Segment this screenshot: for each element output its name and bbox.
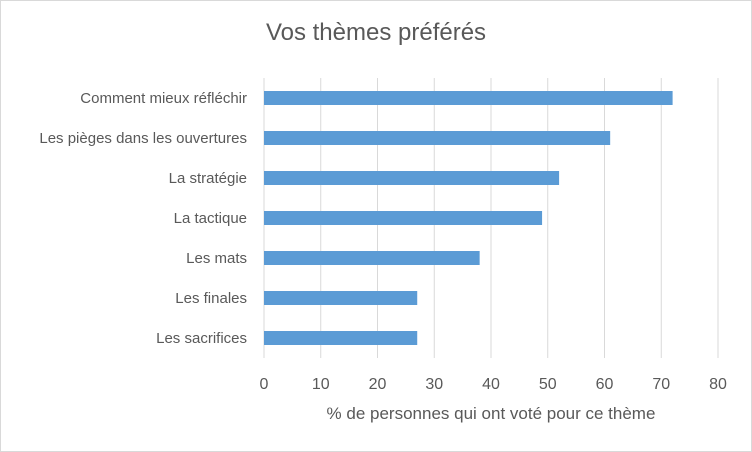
bar bbox=[264, 291, 418, 305]
bar bbox=[264, 331, 418, 345]
bar bbox=[264, 251, 480, 265]
category-label: Les mats bbox=[186, 250, 247, 267]
chart-title: Vos thèmes préférés bbox=[265, 19, 487, 46]
x-tick-label: 80 bbox=[709, 376, 727, 393]
x-tick-label: 10 bbox=[312, 376, 330, 393]
x-tick-label: 60 bbox=[596, 376, 614, 393]
category-label: Les sacrifices bbox=[156, 330, 247, 347]
x-axis-label: % de personnes qui ont voté pour ce thèm… bbox=[327, 404, 656, 423]
x-tick-label: 30 bbox=[425, 376, 443, 393]
category-label: La tactique bbox=[174, 210, 247, 227]
category-label: Comment mieux réfléchir bbox=[80, 90, 247, 107]
x-tick-label: 50 bbox=[539, 376, 557, 393]
x-tick-label: 40 bbox=[482, 376, 500, 393]
category-label: Les finales bbox=[175, 290, 247, 307]
bar bbox=[264, 171, 560, 185]
bar bbox=[264, 91, 673, 105]
x-tick-label: 0 bbox=[260, 376, 269, 393]
bar bbox=[264, 211, 543, 225]
category-label: Les pièges dans les ouvertures bbox=[39, 130, 247, 147]
x-tick-label: 70 bbox=[652, 376, 670, 393]
bar bbox=[264, 131, 611, 145]
x-tick-label: 20 bbox=[369, 376, 387, 393]
category-label: La stratégie bbox=[169, 170, 247, 187]
